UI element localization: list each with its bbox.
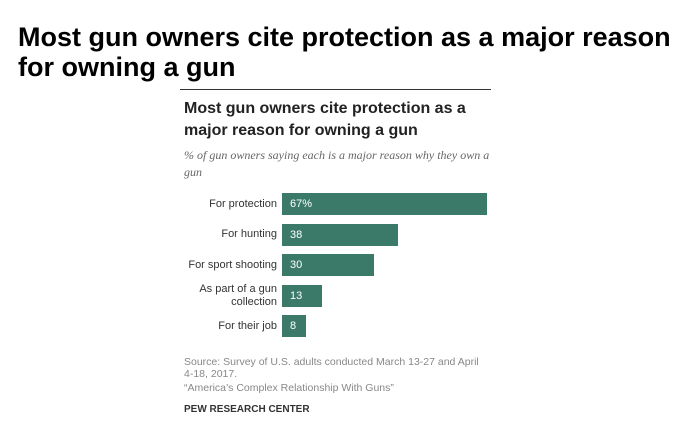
bar	[282, 254, 374, 276]
source: Source: Survey of U.S. adults conducted …	[184, 356, 479, 380]
note: “America’s Complex Relationship With Gun…	[184, 382, 394, 394]
category-label: For protection	[209, 197, 277, 210]
category-label: For hunting	[221, 228, 277, 240]
value-label: 67%	[290, 198, 313, 210]
bar	[282, 284, 322, 307]
value-label: 13	[290, 289, 303, 302]
bar	[282, 315, 307, 337]
chart-title: Most gun owners cite protection as a maj…	[184, 100, 466, 139]
footer: PEW RESEARCH CENTER	[184, 404, 310, 415]
bar	[282, 193, 488, 215]
category-label: For their job	[218, 319, 277, 332]
category-label: As part of a gun collection	[199, 282, 277, 308]
bar	[282, 223, 399, 246]
value-label: 38	[290, 228, 303, 241]
value-label: 30	[290, 259, 303, 271]
category-label: For sport shooting	[188, 258, 277, 271]
headline: Most gun owners cite protection as a maj…	[18, 22, 671, 82]
chart-subtitle: % of gun owners saying each is a major r…	[184, 148, 490, 179]
value-label: 8	[290, 320, 297, 332]
divider	[180, 89, 491, 90]
